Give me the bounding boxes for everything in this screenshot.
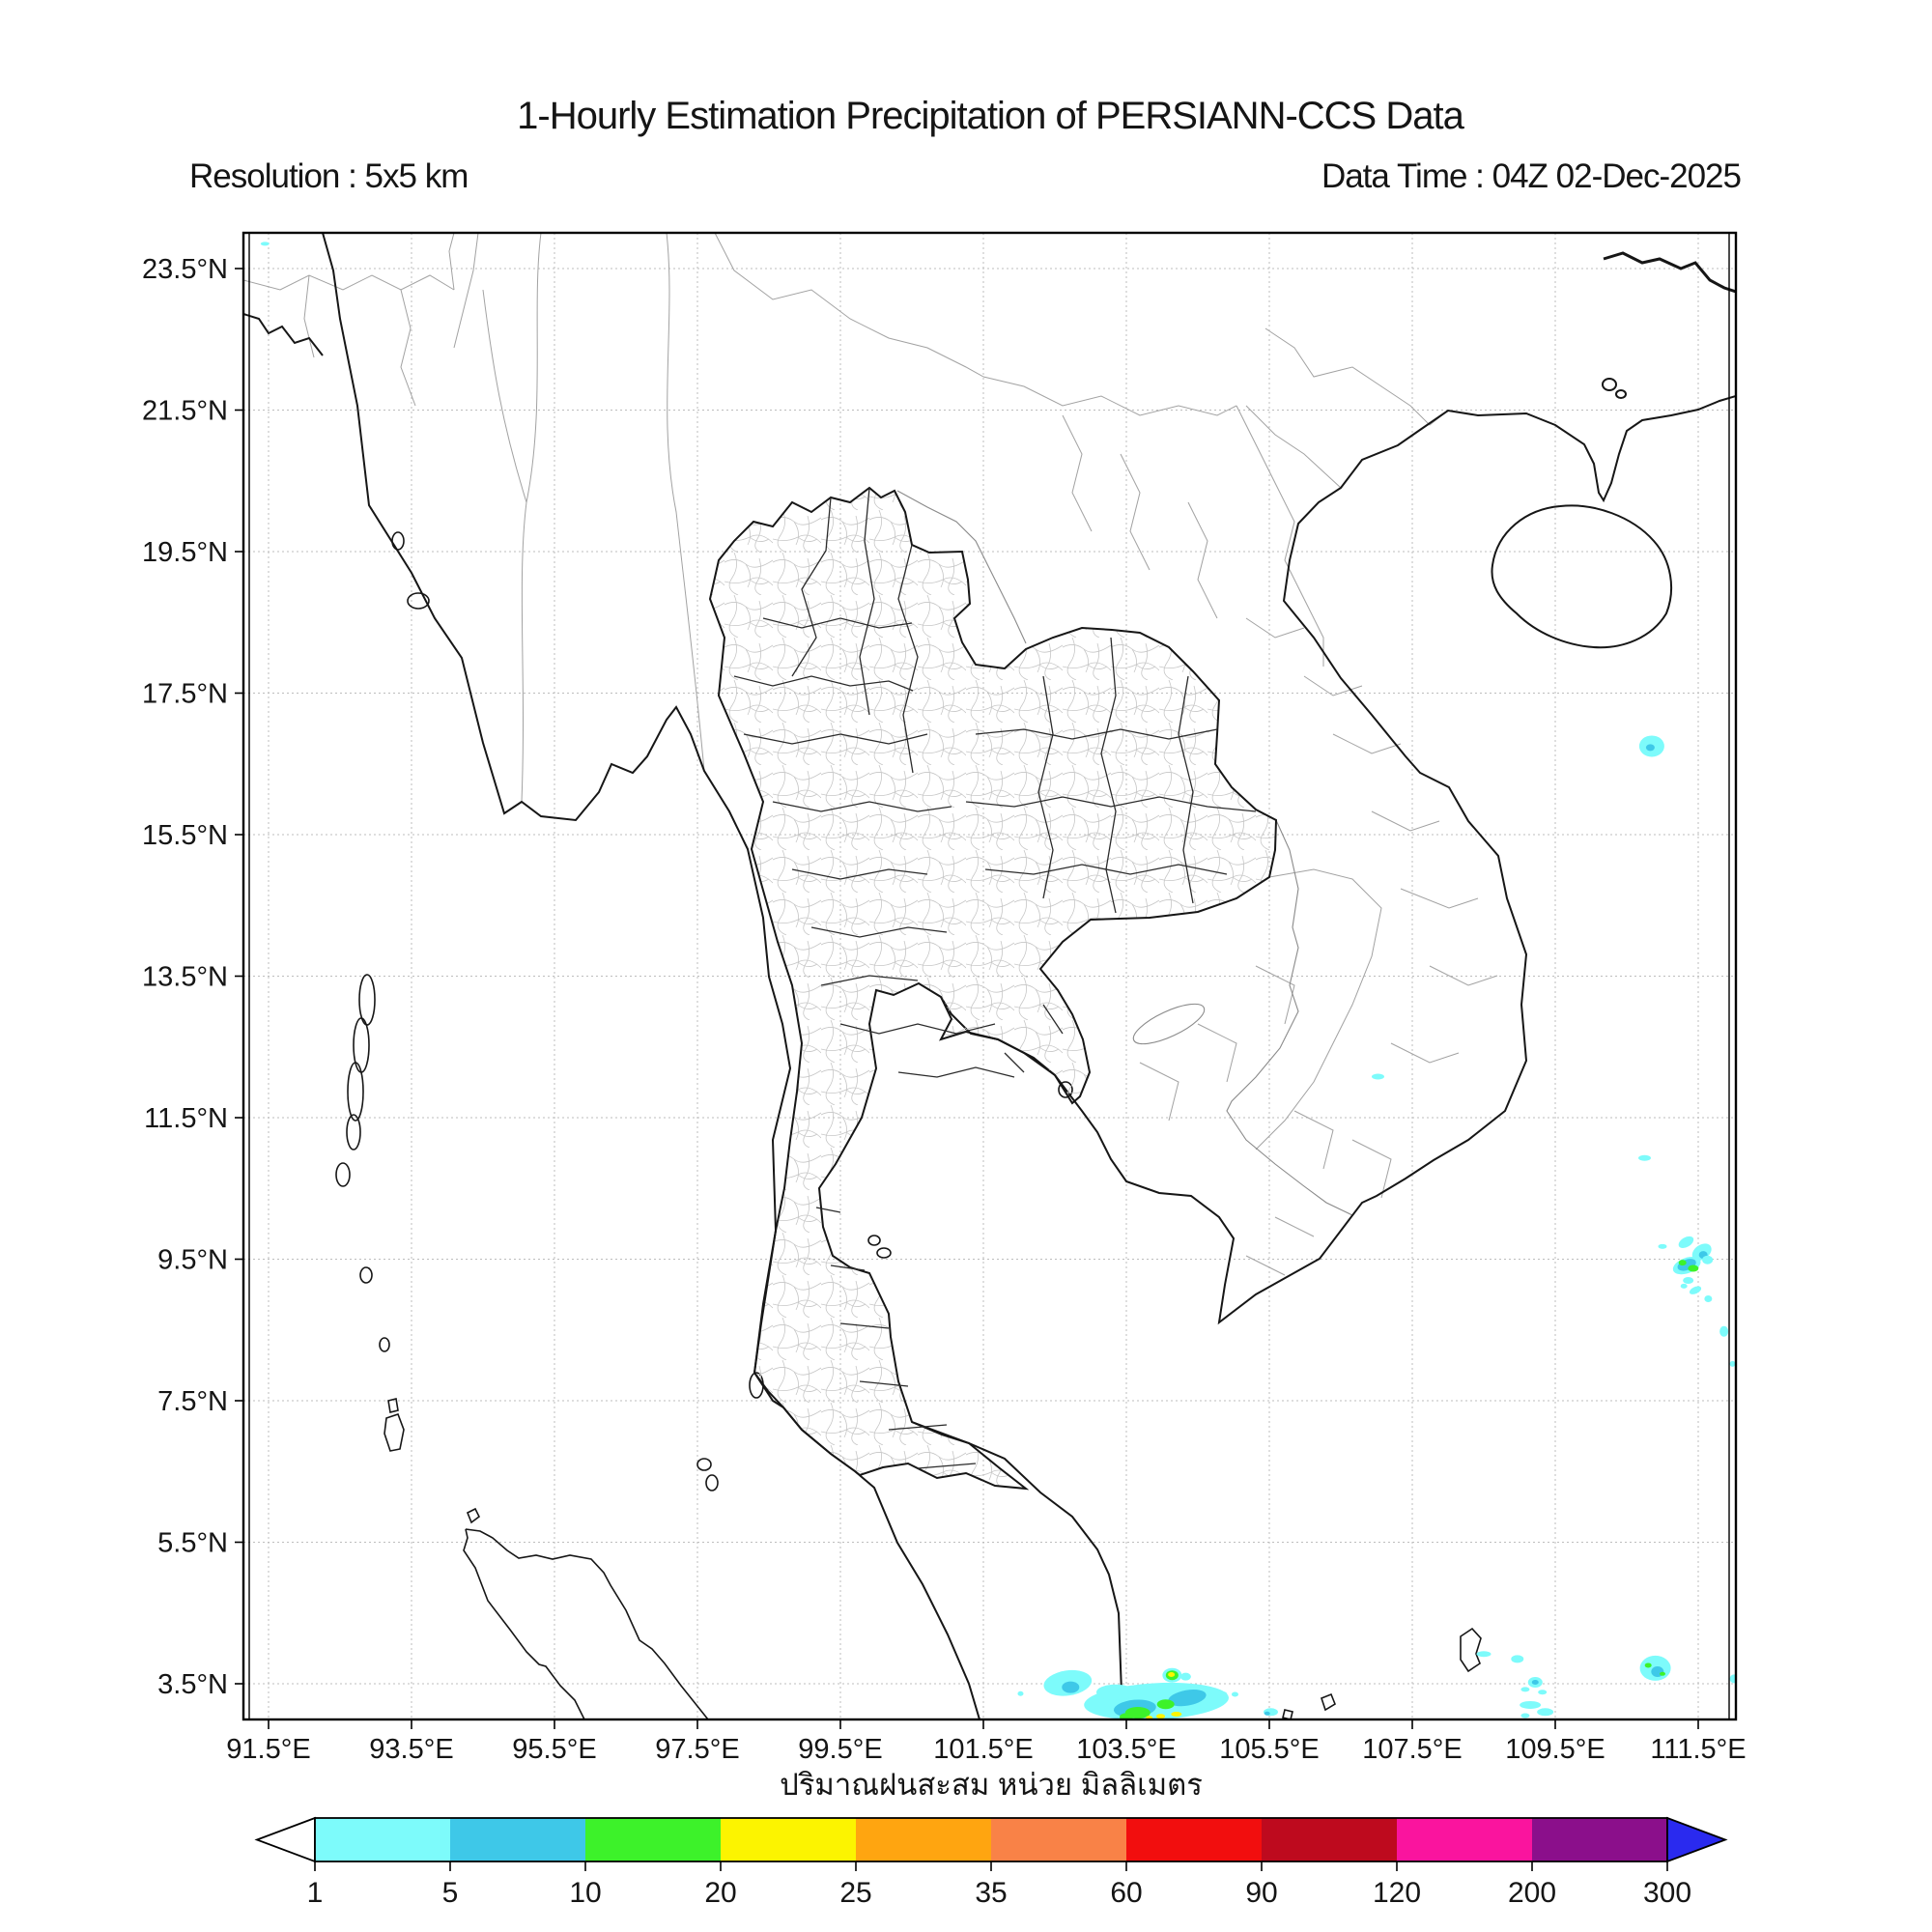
colorbar-tick-label: 90 [1245, 1877, 1277, 1909]
precip-cell [1658, 1243, 1667, 1249]
precip-cell [1120, 1713, 1133, 1719]
colorbar-segment [721, 1818, 856, 1861]
precip-cell [1683, 1276, 1694, 1284]
colorbar-tick-label: 60 [1110, 1877, 1142, 1909]
precip-cell [1729, 1674, 1736, 1684]
precip-cell [1660, 1671, 1665, 1676]
colorbar-tick-label: 10 [569, 1877, 601, 1909]
precip-cell [1729, 1360, 1736, 1367]
resolution-label: Resolution : 5x5 km [189, 157, 469, 195]
colorbar-segment [1532, 1818, 1667, 1861]
lon-tick-label: 99.5°E [798, 1734, 882, 1765]
lat-tick-label: 15.5°N [142, 820, 228, 851]
lon-tick-label: 111.5°E [1650, 1734, 1746, 1765]
lat-tick-label: 23.5°N [142, 254, 228, 285]
precip-cell [1231, 1691, 1238, 1697]
precip-cell [1171, 1711, 1182, 1717]
lon-tick-label: 103.5°E [1076, 1734, 1177, 1765]
lon-tick-label: 95.5°E [512, 1734, 596, 1765]
lat-tick-label: 17.5°N [142, 679, 228, 710]
lat-tick-label: 19.5°N [142, 537, 228, 568]
colorbar-segment [1262, 1818, 1397, 1861]
colorbar-tick-label: 35 [975, 1877, 1007, 1909]
precip-cell [1702, 1255, 1714, 1264]
precip-cell [1511, 1655, 1524, 1663]
colorbar-segment [1126, 1818, 1262, 1861]
precip-cell [1156, 1714, 1166, 1719]
precip-cell [1689, 1286, 1702, 1294]
precip-cell [1537, 1708, 1554, 1717]
precip-cell [1156, 1699, 1175, 1710]
precip-cell [1680, 1283, 1688, 1289]
precip-cell [1168, 1690, 1207, 1707]
precip-cell [1531, 1680, 1539, 1686]
page-title: 1-Hourly Estimation Precipitation of PER… [517, 95, 1464, 137]
lat-tick-label: 3.5°N [157, 1669, 228, 1700]
lat-tick-label: 11.5°N [144, 1103, 228, 1134]
lon-tick-label: 97.5°E [655, 1734, 739, 1765]
graticule [243, 233, 1736, 1719]
precip-cell [1264, 1711, 1270, 1716]
precip-cell [1645, 744, 1655, 752]
precip-cell [1520, 1687, 1530, 1692]
colorbar-caption: ปริมาณฝนสะสม หน่วย มิลลิเมตร [780, 1768, 1203, 1802]
colorbar-segment [991, 1818, 1126, 1861]
lat-tick-label: 5.5°N [157, 1528, 228, 1559]
colorbar-tick-label: 300 [1643, 1877, 1691, 1909]
lat-tick-label: 7.5°N [157, 1386, 228, 1417]
precip-cell [1538, 1690, 1548, 1695]
rivers-and-borders [243, 233, 1498, 1276]
lon-tick-label: 105.5°E [1219, 1734, 1320, 1765]
colorbar-segment [315, 1818, 450, 1861]
precipitation-cells [260, 242, 1736, 1719]
colorbar-over-arrow [1666, 1816, 1728, 1863]
precip-cell [1688, 1264, 1699, 1272]
lat-tick-label: 21.5°N [142, 396, 228, 427]
colorbar-segment [856, 1818, 991, 1861]
lat-tick-label: 9.5°N [157, 1245, 228, 1276]
islands [335, 531, 1482, 1719]
thailand-province-borders [709, 487, 1277, 1490]
colorbar-segment [1397, 1818, 1532, 1861]
data-time-label: Data Time : 04Z 02-Dec-2025 [1321, 157, 1742, 195]
colorbar-segment [450, 1818, 585, 1861]
precip-cell [1017, 1690, 1024, 1696]
colorbar-tick-label: 20 [704, 1877, 736, 1909]
precip-cell [1371, 1073, 1384, 1080]
colorbar-tick-label: 1 [307, 1877, 324, 1909]
lon-tick-label: 109.5°E [1505, 1734, 1605, 1765]
precip-cell [1719, 1325, 1729, 1337]
precip-cell [1168, 1671, 1176, 1677]
axis-labels: 91.5°E 93.5°E 95.5°E 97.5°E 99.5°E 101.5°E 103… [142, 254, 1747, 1765]
colorbar-tick-label: 120 [1373, 1877, 1421, 1909]
lon-tick-label: 101.5°E [933, 1734, 1034, 1765]
precip-cell [1644, 1662, 1652, 1668]
precip-cell [1179, 1672, 1191, 1681]
colorbar-segment [585, 1818, 721, 1861]
precip-cell [1476, 1651, 1492, 1658]
colorbar-under-arrow [254, 1816, 316, 1863]
lon-tick-label: 93.5°E [369, 1734, 453, 1765]
precip-cell [260, 242, 270, 246]
precip-cell [1678, 1260, 1687, 1266]
lat-tick-label: 13.5°N [142, 962, 228, 993]
colorbar-tick-label: 5 [442, 1877, 459, 1909]
precip-cell [1062, 1681, 1080, 1693]
precip-cell [1638, 1154, 1651, 1161]
precip-cell [1520, 1713, 1530, 1719]
colorbar: 1 5 10 20 25 35 60 90 120 200 300 [254, 1816, 1728, 1909]
lon-tick-label: 91.5°E [226, 1734, 310, 1765]
precip-cell [1678, 1236, 1694, 1248]
precip-cell [1095, 1684, 1135, 1700]
colorbar-tick-label: 200 [1508, 1877, 1556, 1909]
precip-cell [1520, 1700, 1542, 1709]
mekong-river [896, 490, 1353, 1216]
lon-tick-label: 107.5°E [1362, 1734, 1463, 1765]
colorbar-tick-label: 25 [839, 1877, 871, 1909]
precip-cell [1704, 1295, 1713, 1303]
precip-cell [1218, 1690, 1228, 1697]
